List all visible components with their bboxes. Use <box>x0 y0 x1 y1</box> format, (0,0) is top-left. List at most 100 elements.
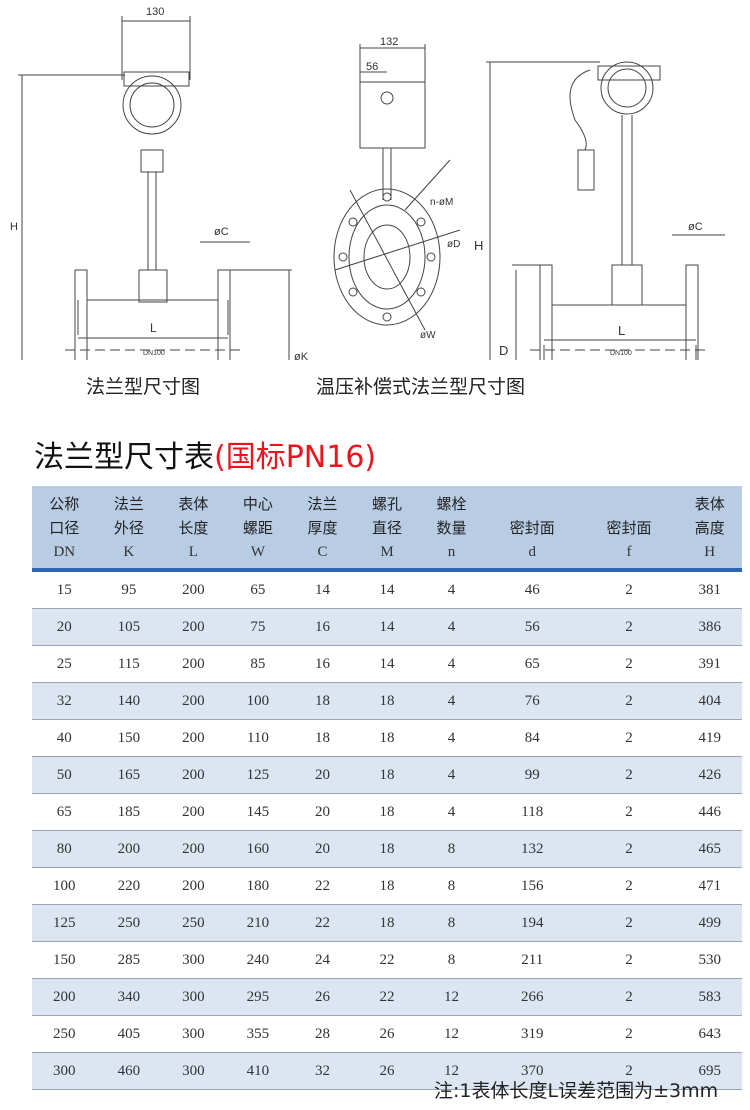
table-cell: 99 <box>483 756 581 794</box>
table-row: 65 185 200 145 20 18 4 118 2 446 <box>32 793 742 831</box>
column-header: 螺栓 数量 n <box>419 486 484 572</box>
table-row: 80 200 200 160 20 18 8 132 2 465 <box>32 830 742 868</box>
table-cell: 405 <box>96 1015 162 1053</box>
table-cell: 499 <box>677 904 742 942</box>
table-cell: 95 <box>96 570 162 609</box>
table-row: 250 405 300 355 28 26 12 319 2 643 <box>32 1015 742 1053</box>
table-cell: 2 <box>580 682 678 720</box>
column-header: 表体高度 H <box>677 486 742 572</box>
table-cell: 200 <box>161 645 226 683</box>
table-cell: 2 <box>580 645 678 683</box>
dim-height-2: H <box>474 238 483 253</box>
table-cell: 150 <box>32 941 97 979</box>
table-cell: 250 <box>32 1015 97 1053</box>
table-row: 125 250 250 210 22 18 8 194 2 499 <box>32 904 742 942</box>
table-cell: 18 <box>354 793 420 831</box>
dim-width: 130 <box>146 6 164 18</box>
column-header-line2: 密封面 <box>509 519 555 537</box>
footnote: 注:1表体长度L误差范围为±3mm <box>434 1080 719 1102</box>
table-cell: 4 <box>419 570 484 609</box>
column-header-code: C <box>317 544 328 560</box>
table-cell: 200 <box>161 867 226 905</box>
column-header-line1 <box>581 492 678 516</box>
table-cell: 156 <box>483 867 581 905</box>
table-header-row: 公称 口径 DN 法兰 外径 K 表体 长度 L 中心 螺距 W 法兰 厚度 C 螺孔 直径 M 螺栓 数量 n 密封面… <box>32 486 742 572</box>
table-cell: 2 <box>580 941 678 979</box>
table-cell: 355 <box>225 1015 291 1053</box>
table-cell: 50 <box>32 756 97 794</box>
table-row: 25 115 200 85 16 14 4 65 2 391 <box>32 645 742 683</box>
table-cell: 56 <box>483 608 581 646</box>
dim-diameter: øD <box>447 239 460 250</box>
table-cell: 12 <box>419 1052 484 1090</box>
column-header-line2: 外径 <box>113 519 144 537</box>
table-cell: 200 <box>32 978 97 1016</box>
table-cell: 4 <box>419 608 484 646</box>
table-cell: 25 <box>32 645 97 683</box>
column-header-code: f <box>626 544 632 560</box>
table-cell: 32 <box>32 682 97 720</box>
table-cell: 26 <box>290 978 355 1016</box>
column-header-code: n <box>447 544 456 560</box>
table-cell: 200 <box>161 830 226 868</box>
table-cell: 75 <box>225 608 291 646</box>
column-header-line2: 密封面 <box>606 519 652 537</box>
table-row: 40 150 200 110 18 18 4 84 2 419 <box>32 719 742 757</box>
column-header-line2: 数量 <box>436 519 467 537</box>
table-cell: 80 <box>32 830 97 868</box>
table-cell: 2 <box>580 1052 678 1090</box>
table-cell: 300 <box>161 1015 226 1053</box>
table-cell: 100 <box>225 682 291 720</box>
column-header-line1: 法兰 <box>307 495 338 513</box>
table-cell: 18 <box>290 682 355 720</box>
dim-side-width: 132 <box>380 36 398 48</box>
table-cell: 220 <box>96 867 162 905</box>
table-cell: 2 <box>580 793 678 831</box>
table-cell: 240 <box>225 941 291 979</box>
table-cell: 8 <box>419 941 484 979</box>
column-header-line1: 法兰 <box>113 495 144 513</box>
column-header-line2: 长度 <box>178 519 209 537</box>
table-cell: 14 <box>354 570 420 609</box>
column-header-line2: 直径 <box>372 519 403 537</box>
table-cell: 2 <box>580 867 678 905</box>
table-body: 15 95 200 65 14 14 4 46 2 381 20 105 200 75 16 14 4 56 2 38… <box>32 570 742 1090</box>
table-row: 32 140 200 100 18 18 4 76 2 404 <box>32 682 742 720</box>
table-cell: 125 <box>32 904 97 942</box>
table-cell: 2 <box>580 830 678 868</box>
table-cell: 18 <box>354 719 420 757</box>
table-cell: 200 <box>96 830 162 868</box>
table-cell: 2 <box>580 719 678 757</box>
column-header: 公称 口径 DN <box>32 486 97 572</box>
table-cell: 125 <box>225 756 291 794</box>
table-cell: 65 <box>225 570 291 609</box>
column-header-line2: 高度 <box>694 519 725 537</box>
column-header-line2: 口径 <box>49 519 80 537</box>
table-row: 100 220 200 180 22 18 8 156 2 471 <box>32 867 742 905</box>
table-cell: 26 <box>354 1052 420 1090</box>
dimension-drawings: 130 DN100 flow H øC øK L 132 56 n-øM øD … <box>10 6 725 360</box>
column-header: 表体 长度 L <box>161 486 226 572</box>
table-cell: 180 <box>225 867 291 905</box>
table-cell: 295 <box>225 978 291 1016</box>
table-cell: 22 <box>290 904 355 942</box>
table-title-text: 法兰型尺寸表 <box>34 440 214 475</box>
table-cell: 150 <box>96 719 162 757</box>
table-cell: 2 <box>580 608 678 646</box>
table-cell: 319 <box>483 1015 581 1053</box>
dim-flange-diameter: øK <box>294 351 309 360</box>
column-header-line1: 表体 <box>694 495 725 513</box>
column-header-code: H <box>704 544 716 560</box>
dim-pipe-diameter: D <box>499 343 508 358</box>
table-cell: 266 <box>483 978 581 1016</box>
table-cell: 20 <box>290 830 355 868</box>
table-cell: 386 <box>677 608 742 646</box>
pipe-label-2: DN100 <box>610 350 632 357</box>
side-view-drawing: 132 56 n-øM øD øW <box>333 36 460 341</box>
dim-bolt-circle: øW <box>420 330 436 341</box>
flange-type-drawing: 130 DN100 flow H øC øK L <box>10 6 309 360</box>
table-cell: 100 <box>32 867 97 905</box>
table-cell: 200 <box>161 756 226 794</box>
table-cell: 8 <box>419 830 484 868</box>
table-cell: 132 <box>483 830 581 868</box>
